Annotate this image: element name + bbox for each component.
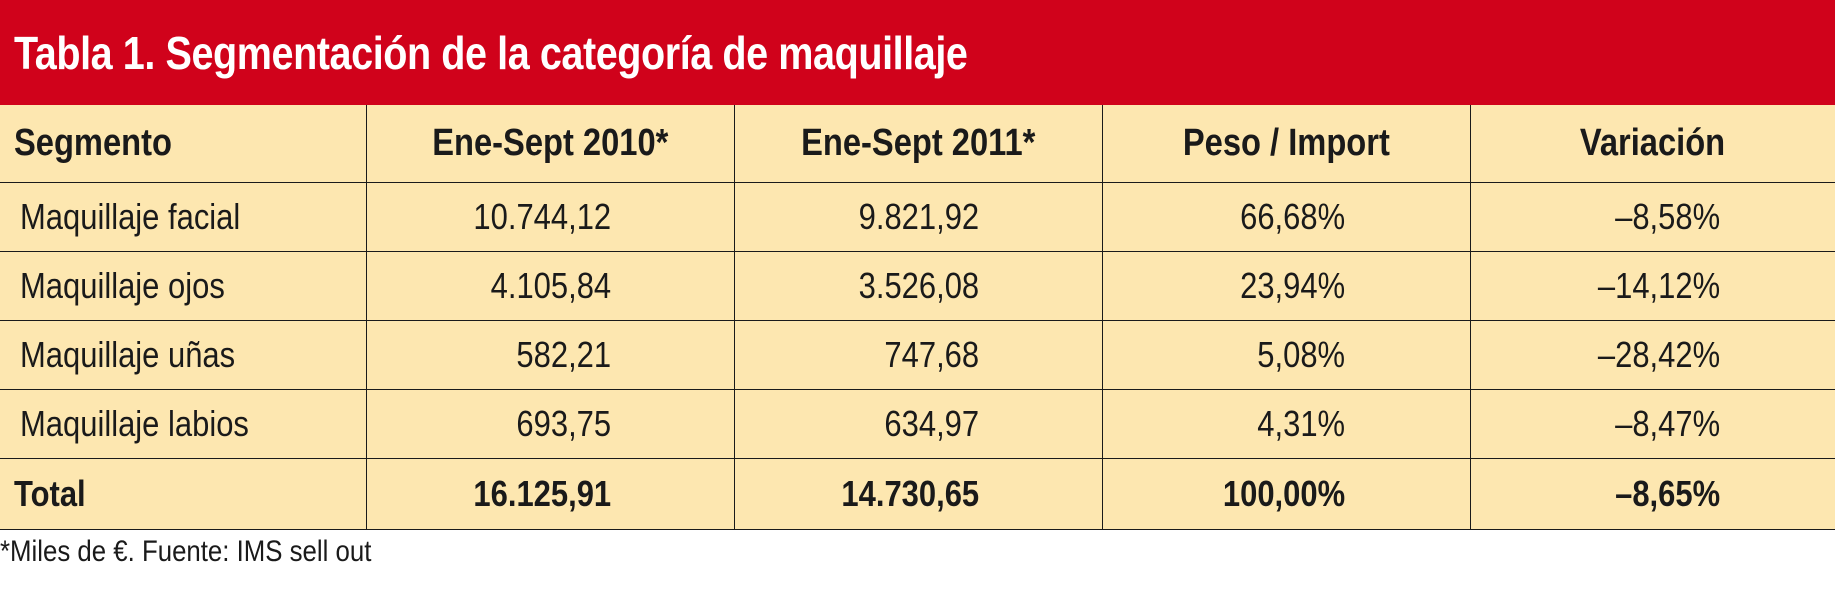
cell-segment: Maquillaje uñas: [0, 320, 366, 390]
cell-variacion: –14,12%: [1469, 251, 1835, 321]
table-row: Maquillaje facial 10.744,12 9.821,92 66,…: [0, 182, 1835, 252]
cell-2010: 4.105,84: [365, 251, 734, 321]
footnote: *Miles de €. Fuente: IMS sell out: [0, 535, 372, 568]
total-row: Total 16.125,91 14.730,65 100,00% –8,65%: [0, 458, 1835, 530]
header-2011: Ene-Sept 2011*: [733, 105, 1102, 183]
cell-peso: 66,68%: [1101, 182, 1470, 252]
cell-2011: 9.821,92: [733, 182, 1102, 252]
cell-segment: Maquillaje ojos: [0, 251, 366, 321]
cell-variacion: –28,42%: [1469, 320, 1835, 390]
cell-segment: Maquillaje facial: [0, 182, 366, 252]
cell-peso: 5,08%: [1101, 320, 1470, 390]
header-segmento: Segmento: [0, 105, 366, 183]
title-bar: Tabla 1. Segmentación de la categoría de…: [0, 0, 1835, 105]
cell-2011: 634,97: [733, 389, 1102, 459]
header-row: Segmento Ene-Sept 2010* Ene-Sept 2011* P…: [0, 105, 1835, 183]
cell-variacion: –8,47%: [1469, 389, 1835, 459]
segmentation-table: Segmento Ene-Sept 2010* Ene-Sept 2011* P…: [0, 105, 1835, 530]
cell-2011: 3.526,08: [733, 251, 1102, 321]
cell-segment: Maquillaje labios: [0, 389, 366, 459]
table-row: Maquillaje ojos 4.105,84 3.526,08 23,94%…: [0, 251, 1835, 321]
cell-2010: 10.744,12: [365, 182, 734, 252]
cell-2011: 747,68: [733, 320, 1102, 390]
table-title: Tabla 1. Segmentación de la categoría de…: [14, 26, 968, 79]
cell-peso: 4,31%: [1101, 389, 1470, 459]
cell-variacion: –8,58%: [1469, 182, 1835, 252]
total-variacion: –8,65%: [1469, 458, 1835, 530]
total-2011: 14.730,65: [733, 458, 1102, 530]
table-row: Maquillaje uñas 582,21 747,68 5,08% –28,…: [0, 320, 1835, 390]
total-label: Total: [0, 458, 366, 530]
total-2010: 16.125,91: [365, 458, 734, 530]
cell-2010: 693,75: [365, 389, 734, 459]
table-row: Maquillaje labios 693,75 634,97 4,31% –8…: [0, 389, 1835, 459]
header-peso: Peso / Import: [1101, 105, 1470, 183]
header-variacion: Variación: [1469, 105, 1835, 183]
total-peso: 100,00%: [1101, 458, 1470, 530]
header-2010: Ene-Sept 2010*: [365, 105, 734, 183]
cell-2010: 582,21: [365, 320, 734, 390]
cell-peso: 23,94%: [1101, 251, 1470, 321]
